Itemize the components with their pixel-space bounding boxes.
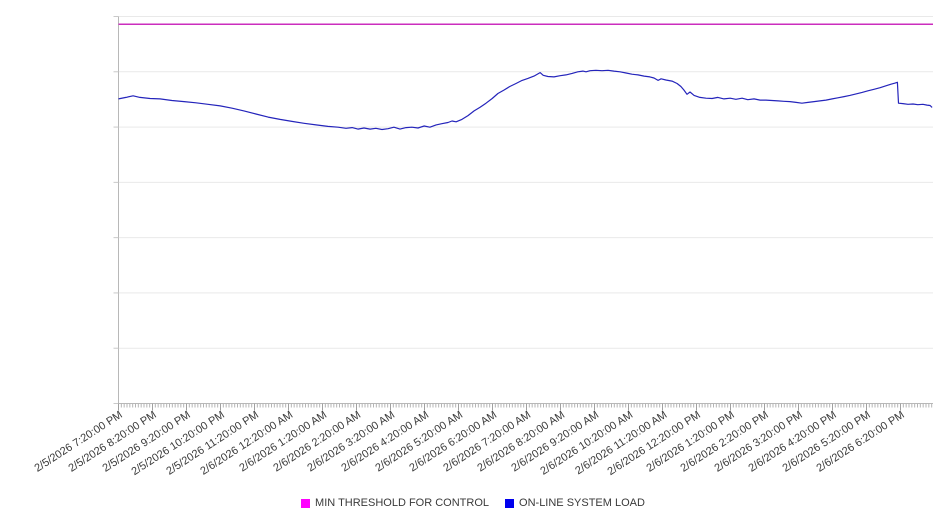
- load-legend-label: ON-LINE SYSTEM LOAD: [519, 497, 645, 509]
- legend-item-load: ON-LINE SYSTEM LOAD: [505, 497, 645, 509]
- load-line: [118, 69, 933, 131]
- threshold-legend-swatch: [301, 498, 311, 508]
- load-legend-swatch: [505, 498, 515, 508]
- legend-item-threshold: MIN THRESHOLD FOR CONTROL: [301, 497, 489, 509]
- chart-legend: MIN THRESHOLD FOR CONTROL ON-LINE SYSTEM…: [0, 497, 946, 509]
- threshold-legend-label: MIN THRESHOLD FOR CONTROL: [315, 497, 490, 509]
